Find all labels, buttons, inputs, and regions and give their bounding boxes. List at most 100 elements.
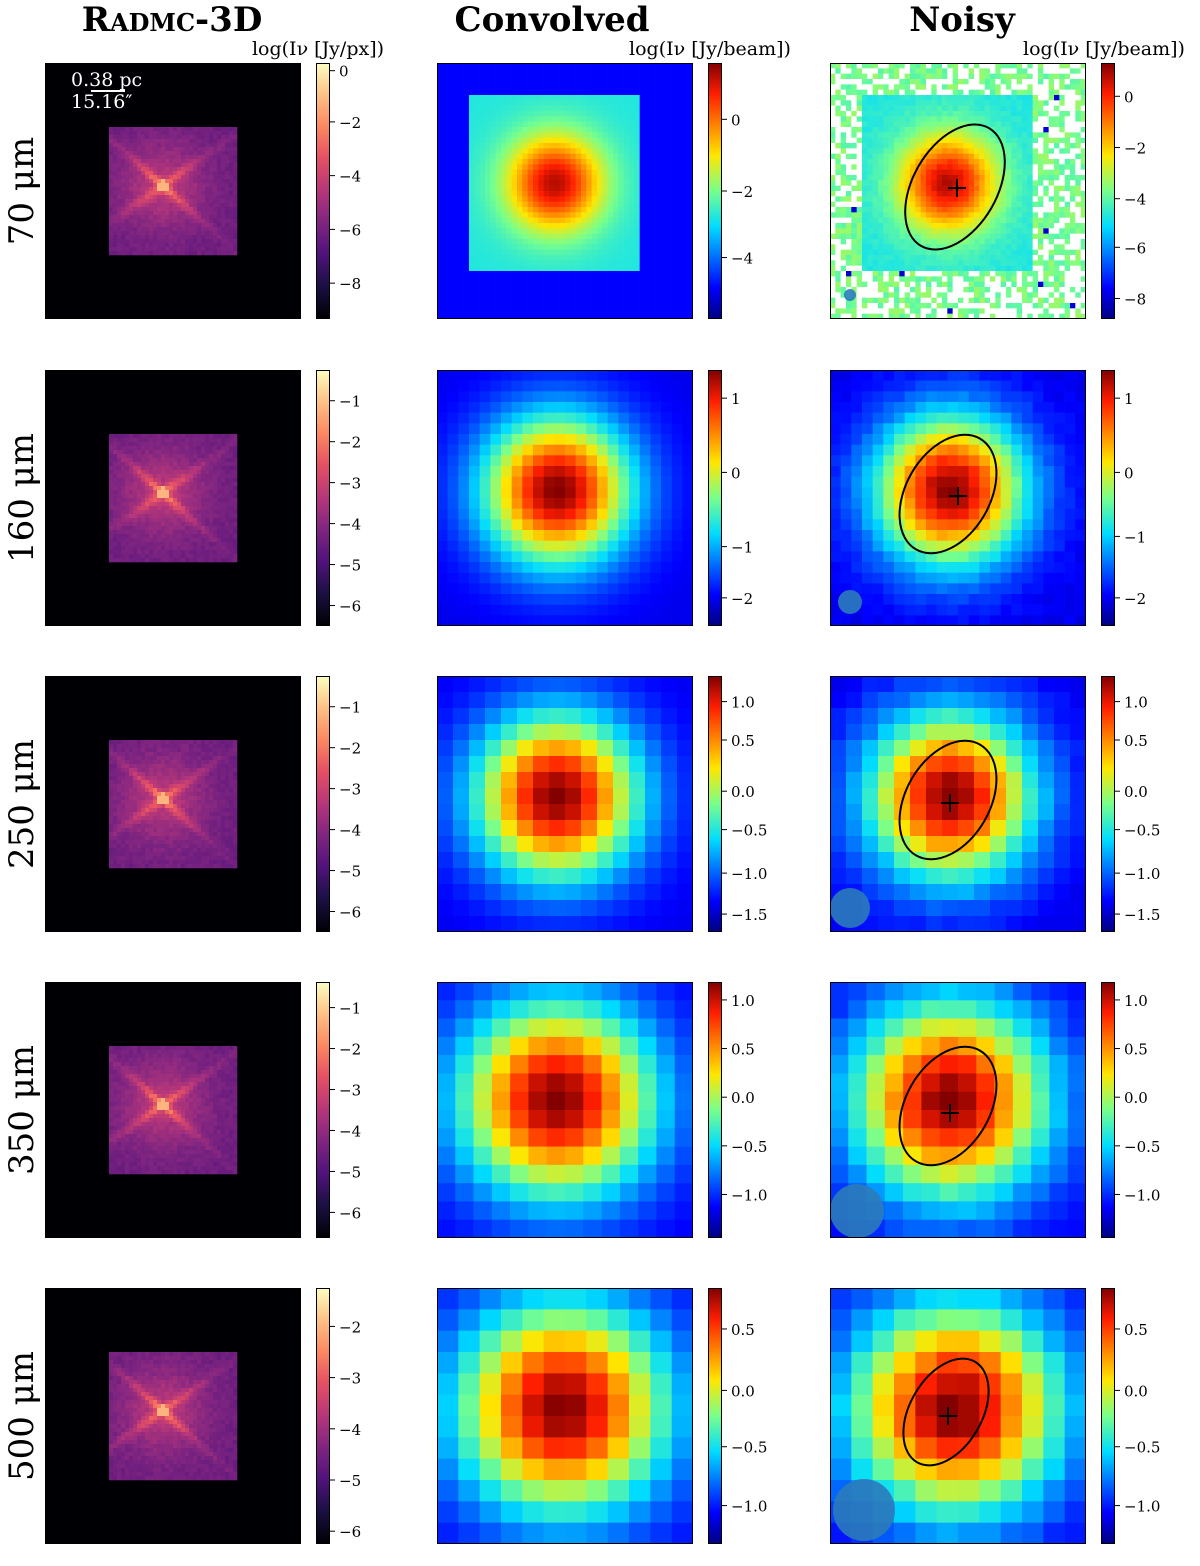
colorbar-tick-label: −1 [339,1000,361,1018]
colorbar-tick-label: 0 [1124,88,1134,106]
colorbar-tick-label: −8 [1124,291,1146,309]
colorbar-bar [1102,1289,1115,1544]
convolved-map [437,676,693,932]
colorbar-label-noisy: log(Iν [Jy/beam]) [974,36,1200,62]
colorbar: 0−2−4 [708,63,770,319]
colorbar-tick-label: −2 [1124,139,1146,157]
colorbar-tick-label: −3 [339,1370,361,1388]
colorbar-tick-label: −3 [339,1082,361,1100]
colorbar-tick-label: 0 [339,63,349,81]
colorbar-label-radmc: log(Iν [Jy/px]) [188,36,448,62]
colorbar-bar [709,983,722,1238]
radmc-panel [45,370,301,626]
colorbar: −1−2−3−4−5−6 [316,676,378,932]
colorbar-tick-label: −1.0 [731,1498,767,1516]
colorbar-tick-label: −2 [339,740,361,758]
row-label: 250 μm [0,654,44,954]
noisy-panel [830,676,1086,932]
convolved-panel [437,370,693,626]
convolved-map [437,370,693,626]
colorbar-tick-label: −2 [339,114,361,132]
convolved-panel [437,1288,693,1544]
colorbar-tick-label: 0.0 [1124,1382,1148,1400]
noisy-panel [830,370,1086,626]
colorbar-tick-label: −0.5 [1124,1439,1160,1457]
colorbar-tick-label: 0 [731,464,741,482]
colorbar-tick-label: 1.0 [731,694,755,712]
colorbar-tick-label: −4 [339,516,361,534]
colorbar-tick-label: −5 [339,557,361,575]
colorbar: 10−1−2 [708,370,770,626]
colorbar-bar [317,64,330,319]
colorbar-tick-label: 1 [1124,390,1134,408]
beam-circle [830,1184,884,1238]
colorbar-bar [1102,64,1115,319]
colorbar: −1−2−3−4−5−6 [316,370,378,626]
colorbar-tick-label: −6 [339,598,361,616]
colorbar-tick-label: −1.0 [731,1186,767,1204]
colorbar-tick-label: 0.0 [731,1382,755,1400]
colorbar-tick-label: −1.0 [1124,865,1160,883]
column-title-radmc: Radmc-3D [22,0,322,40]
colorbar-tick-label: 0.0 [1124,783,1148,801]
column-title-noisy: Noisy [812,0,1112,40]
row-label: 350 μm [0,960,44,1260]
colorbar-tick-label: −4 [1124,191,1146,209]
colorbar: −1−2−3−4−5−6 [316,982,378,1238]
convolved-panel [437,63,693,319]
colorbar-bar [1102,677,1115,932]
colorbar-tick-label: 1.0 [731,992,755,1010]
colorbar-bar [709,677,722,932]
colorbar-tick-label: −0.5 [1124,822,1160,840]
colorbar-bar [1102,371,1115,626]
colorbar-tick-label: −6 [339,1204,361,1222]
colorbar-tick-label: −0.5 [731,1439,767,1457]
colorbar-label-convolved: log(Iν [Jy/beam]) [580,36,840,62]
colorbar-tick-label: −3 [339,475,361,493]
colorbar-tick-label: 0.5 [731,732,755,750]
colorbar-tick-label: −0.5 [731,822,767,840]
colorbar-tick-label: −1 [731,539,753,557]
colorbar-bar [317,677,330,932]
colorbar-bar [709,64,722,319]
colorbar: −2−3−4−5−6 [316,1288,378,1544]
colorbar-tick-label: −4 [339,1122,361,1140]
colorbar-tick-label: −5 [339,1163,361,1181]
colorbar-tick-label: 0.0 [731,1089,755,1107]
colorbar-tick-label: 0.0 [731,783,755,801]
convolved-map [437,1288,693,1544]
colorbar-tick-label: −2 [731,183,753,201]
beam-circle [838,590,862,614]
noisy-panel [830,982,1086,1238]
radmc-emission [109,1352,237,1480]
colorbar-tick-label: −5 [339,863,361,881]
scale-bar-angular: 15.16″ [71,91,142,113]
colorbar-tick-label: 0.5 [731,1041,755,1059]
colorbar-bar [317,983,330,1238]
colorbar-tick-label: 1.0 [1124,694,1148,712]
colorbar-bar [317,371,330,626]
colorbar-tick-label: 0.5 [1124,1041,1148,1059]
row-label: 160 μm [0,348,44,648]
radmc-panel [45,982,301,1238]
colorbar-tick-label: 0 [731,111,741,129]
colorbar-tick-label: −1 [339,699,361,717]
colorbar-tick-label: −4 [339,822,361,840]
colorbar: 1.00.50.0−0.5−1.0−1.5 [1101,676,1163,932]
colorbar-tick-label: −0.5 [731,1138,767,1156]
colorbar: 0−2−4−6−8 [1101,63,1163,319]
colorbar: 0.50.0−0.5−1.0 [1101,1288,1163,1544]
noisy-panel [830,1288,1086,1544]
colorbar-tick-label: −3 [339,781,361,799]
colorbar-tick-label: 1 [731,390,741,408]
beam-circle [833,1479,895,1541]
colorbar-tick-label: −4 [339,1421,361,1439]
colorbar-tick-label: 0.5 [731,1321,755,1339]
colorbar-tick-label: −6 [339,221,361,239]
colorbar-tick-label: −2 [339,434,361,452]
colorbar-tick-label: −1.5 [1124,906,1160,924]
colorbar: 1.00.50.0−0.5−1.0−1.5 [708,676,770,932]
colorbar: 10−1−2 [1101,370,1163,626]
colorbar-tick-label: −6 [339,1523,361,1541]
